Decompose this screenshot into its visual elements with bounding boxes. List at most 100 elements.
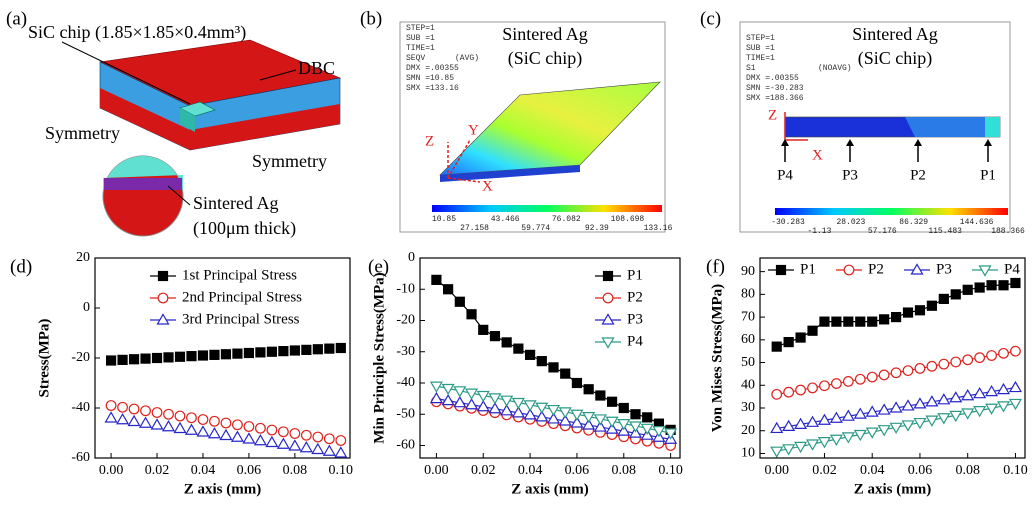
marker: [820, 381, 830, 391]
ansys-info: SMX =133.16: [406, 84, 459, 93]
legend-marker: [159, 272, 168, 281]
figure: (a) SiC chip (1.85×1.85×0.4mm³) DBC Symm…: [0, 0, 1034, 506]
ansys-info: STEP=1: [406, 24, 435, 33]
marker: [279, 347, 288, 356]
marker: [432, 275, 441, 284]
marker: [867, 372, 877, 382]
marker: [915, 364, 925, 374]
x-tick-label: 0.02: [145, 463, 170, 478]
marker: [141, 354, 150, 363]
axis-label: Z: [425, 133, 434, 149]
y-tick-label: 60: [741, 332, 755, 347]
marker: [153, 354, 162, 363]
ansys-info: (NOAVG): [818, 64, 852, 73]
marker: [175, 423, 186, 433]
ansys-info: SMN =10.85: [406, 74, 454, 83]
marker: [999, 349, 1009, 359]
marker: [210, 350, 219, 359]
x-tick-label: 0.06: [908, 463, 933, 478]
colorbar-label: -30.283: [771, 218, 805, 227]
marker: [904, 308, 913, 317]
x-axis-title: Z axis (mm): [511, 481, 589, 497]
legend-marker: [604, 272, 613, 281]
y-axis-title: Stress(MPa): [36, 319, 52, 398]
marker: [243, 434, 254, 444]
marker: [784, 387, 794, 397]
annotation: Sintered Ag: [193, 193, 279, 213]
marker: [490, 332, 499, 341]
marker: [771, 447, 782, 457]
legend-marker: [912, 265, 923, 275]
marker: [975, 353, 985, 363]
marker: [336, 436, 346, 446]
marker: [186, 425, 197, 435]
y-tick-label: 30: [741, 400, 755, 415]
marker: [313, 345, 322, 354]
marker: [467, 310, 476, 319]
marker: [312, 444, 323, 454]
ansys-info: TIME=1: [746, 54, 775, 63]
y-tick-label: 50: [741, 355, 755, 370]
panel-b: (b) Sintered Ag (SiC chip) STEP=1SUB =1T…: [360, 8, 673, 233]
y-axis-title: Min Principle Stress(MPa): [371, 272, 387, 443]
legend-label: 1st Principal Stress: [182, 267, 297, 283]
marker: [927, 361, 937, 371]
marker: [444, 285, 453, 294]
y-tick-label: 90: [741, 264, 755, 279]
y-axis-title: Von Mises Stress(MPa): [709, 284, 725, 432]
marker: [117, 414, 128, 424]
y-tick-label: -50: [396, 406, 415, 421]
colorbar-label: 133.16: [644, 224, 673, 233]
marker: [221, 350, 230, 359]
marker: [290, 429, 300, 439]
marker: [479, 325, 488, 334]
ansys-info: DMX =.00355: [406, 64, 459, 73]
marker: [999, 281, 1008, 290]
marker: [832, 317, 841, 326]
y-tick-label: -40: [396, 375, 415, 390]
marker: [130, 355, 139, 364]
x-tick-label: 0.02: [471, 463, 496, 478]
marker: [455, 297, 464, 306]
legend-label: 3rd Principal Stress: [182, 311, 300, 327]
marker: [951, 357, 961, 367]
x-tick-label: 0.04: [518, 463, 543, 478]
marker: [209, 428, 220, 438]
marker: [891, 368, 901, 378]
marker: [198, 351, 207, 360]
ansys-info: SMN =-30.283: [746, 84, 804, 93]
marker: [187, 413, 197, 423]
point-label: P3: [842, 167, 858, 183]
ansys-info: STEP=1: [746, 34, 775, 43]
marker: [1011, 346, 1021, 356]
y-tick-label: -60: [396, 438, 415, 453]
marker: [302, 430, 312, 440]
marker: [335, 448, 346, 458]
y-tick-label: 0: [408, 250, 415, 265]
legend-label: P1: [627, 267, 643, 283]
marker: [118, 355, 127, 364]
marker: [514, 344, 523, 353]
colorbar-label: 86.329: [899, 218, 928, 227]
annotation: DBC: [298, 58, 335, 78]
marker: [175, 411, 185, 421]
marker: [526, 350, 535, 359]
marker: [879, 370, 889, 380]
marker: [289, 441, 300, 451]
x-tick-label: 0.00: [99, 463, 124, 478]
marker: [808, 383, 818, 393]
marker: [107, 356, 116, 365]
y-tick-label: 20: [741, 423, 755, 438]
legend-label: 2nd Principal Stress: [182, 289, 302, 305]
marker: [256, 423, 266, 433]
marker: [313, 432, 323, 442]
marker: [963, 285, 972, 294]
marker: [844, 377, 854, 387]
x-tick-label: 0.02: [812, 463, 837, 478]
marker: [987, 351, 997, 361]
annotation: Symmetry: [252, 151, 327, 171]
plot-frame: [420, 258, 680, 458]
y-tick-label: 20: [76, 250, 90, 265]
colorbar-label: 10.85: [432, 215, 456, 224]
panel-label: (a): [6, 8, 27, 29]
